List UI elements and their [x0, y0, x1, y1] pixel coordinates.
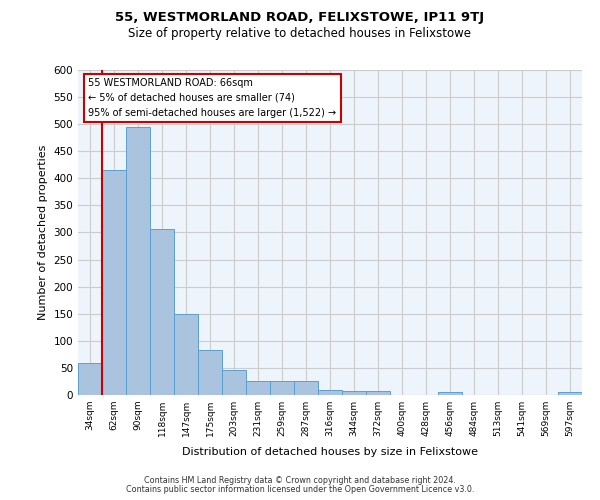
Bar [246, 382, 270, 395]
Bar [198, 350, 222, 395]
Y-axis label: Number of detached properties: Number of detached properties [38, 145, 48, 320]
Bar [270, 382, 294, 395]
Bar [366, 391, 390, 395]
Bar [102, 170, 126, 395]
Bar [222, 370, 246, 395]
Text: Contains HM Land Registry data © Crown copyright and database right 2024.: Contains HM Land Registry data © Crown c… [144, 476, 456, 485]
Bar [78, 362, 102, 395]
Text: Size of property relative to detached houses in Felixstowe: Size of property relative to detached ho… [128, 28, 472, 40]
Bar [558, 392, 582, 395]
Text: Contains public sector information licensed under the Open Government Licence v3: Contains public sector information licen… [126, 485, 474, 494]
Bar [150, 228, 174, 395]
Bar [438, 392, 462, 395]
Text: 55, WESTMORLAND ROAD, FELIXSTOWE, IP11 9TJ: 55, WESTMORLAND ROAD, FELIXSTOWE, IP11 9… [115, 12, 485, 24]
X-axis label: Distribution of detached houses by size in Felixstowe: Distribution of detached houses by size … [182, 448, 478, 458]
Bar [174, 314, 198, 395]
Bar [342, 391, 366, 395]
Text: 55 WESTMORLAND ROAD: 66sqm
← 5% of detached houses are smaller (74)
95% of semi-: 55 WESTMORLAND ROAD: 66sqm ← 5% of detac… [88, 78, 336, 118]
Bar [294, 382, 318, 395]
Bar [318, 390, 342, 395]
Bar [126, 127, 150, 395]
